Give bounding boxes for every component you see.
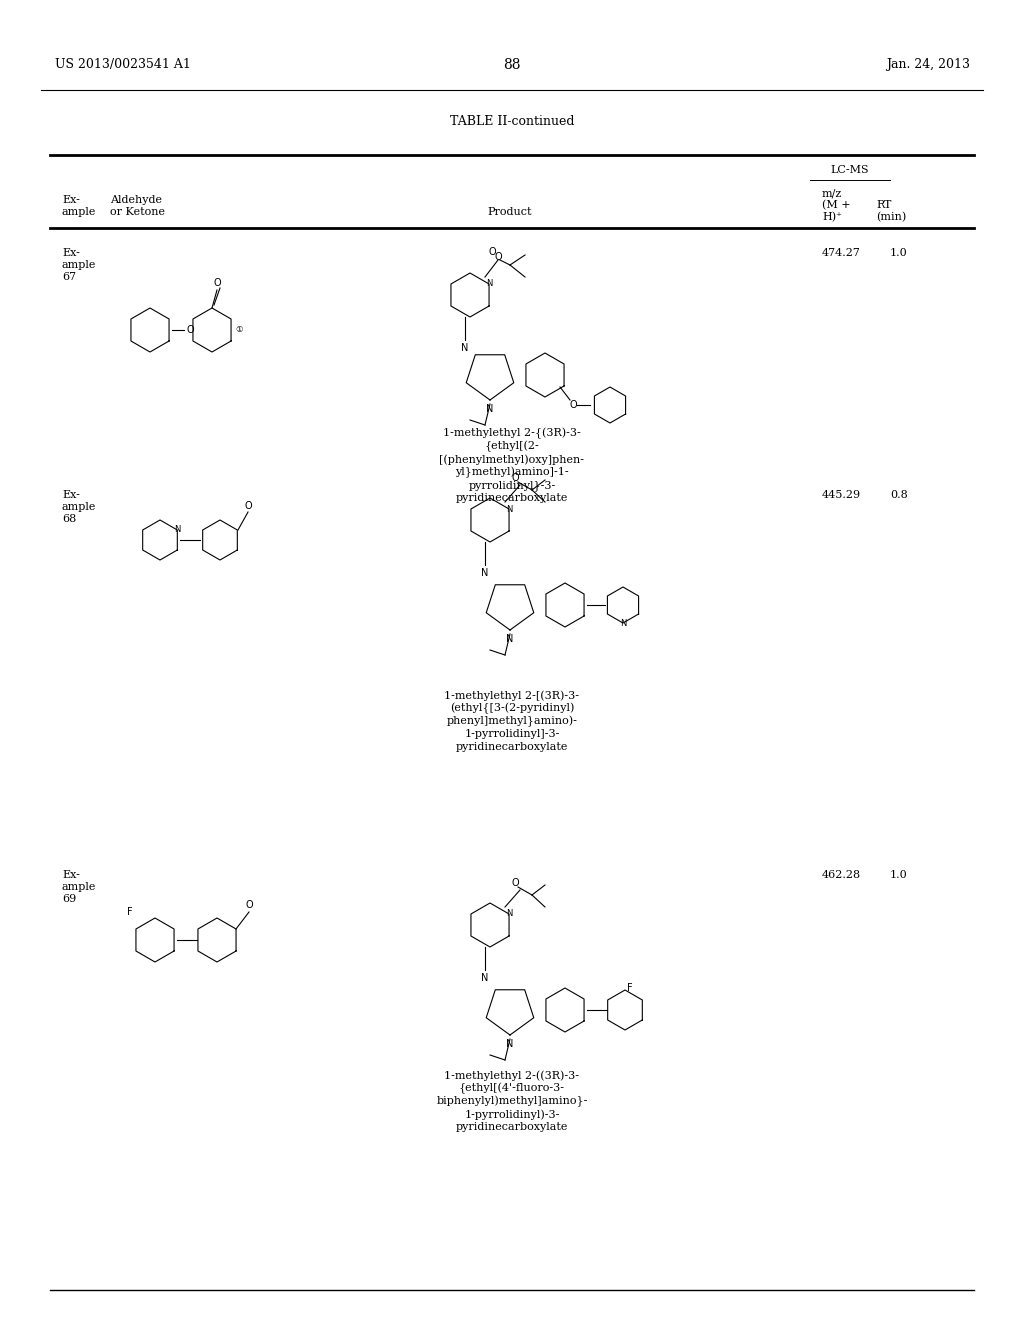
Text: Product: Product (487, 207, 532, 216)
Text: N: N (506, 634, 514, 644)
Text: [(phenylmethyl)oxy]phen-: [(phenylmethyl)oxy]phen- (439, 454, 585, 465)
Text: (M +: (M + (822, 201, 851, 210)
Text: N: N (481, 973, 488, 983)
Text: 1-methylethyl 2-{(3R)-3-: 1-methylethyl 2-{(3R)-3- (443, 428, 581, 440)
Text: N: N (506, 1039, 514, 1049)
Text: N: N (174, 525, 180, 535)
Text: yl}methyl)amino]-1-: yl}methyl)amino]-1- (456, 467, 568, 478)
Text: ample: ample (62, 502, 96, 512)
Text: 69: 69 (62, 894, 76, 904)
Text: US 2013/0023541 A1: US 2013/0023541 A1 (55, 58, 190, 71)
Text: {ethyl[(4'-fluoro-3-: {ethyl[(4'-fluoro-3- (459, 1082, 565, 1094)
Text: 1-methylethyl 2-((3R)-3-: 1-methylethyl 2-((3R)-3- (444, 1071, 580, 1081)
Text: O: O (569, 400, 577, 411)
Text: F: F (127, 907, 133, 917)
Text: 445.29: 445.29 (822, 490, 861, 500)
Text: O: O (245, 900, 253, 909)
Text: RT: RT (876, 201, 891, 210)
Text: 67: 67 (62, 272, 76, 282)
Text: 474.27: 474.27 (822, 248, 861, 257)
Text: N: N (620, 619, 627, 627)
Text: (min): (min) (876, 213, 906, 222)
Text: N: N (485, 280, 493, 289)
Text: Ex-: Ex- (62, 870, 80, 880)
Text: 1.0: 1.0 (890, 870, 907, 880)
Text: LC-MS: LC-MS (830, 165, 869, 176)
Text: N: N (506, 504, 512, 513)
Text: pyridinecarboxylate: pyridinecarboxylate (456, 492, 568, 503)
Text: biphenylyl)methyl]amino}-: biphenylyl)methyl]amino}- (436, 1096, 588, 1107)
Text: ample: ample (62, 207, 96, 216)
Text: O: O (511, 878, 519, 888)
Text: 1-methylethyl 2-[(3R)-3-: 1-methylethyl 2-[(3R)-3- (444, 690, 580, 701)
Text: 1.0: 1.0 (890, 248, 907, 257)
Text: 0.8: 0.8 (890, 490, 907, 500)
Text: N: N (486, 404, 494, 414)
Text: N: N (506, 909, 512, 919)
Text: pyridinecarboxylate: pyridinecarboxylate (456, 1122, 568, 1133)
Text: Ex-: Ex- (62, 195, 80, 205)
Text: O: O (495, 252, 502, 261)
Text: O: O (511, 473, 519, 483)
Text: ample: ample (62, 882, 96, 892)
Text: ①: ① (236, 326, 243, 334)
Text: O: O (186, 325, 194, 335)
Text: Aldehyde: Aldehyde (110, 195, 162, 205)
Text: 88: 88 (503, 58, 521, 73)
Text: pyridinecarboxylate: pyridinecarboxylate (456, 742, 568, 752)
Text: F: F (627, 983, 633, 993)
Text: phenyl]methyl}amino)-: phenyl]methyl}amino)- (446, 715, 578, 727)
Text: 462.28: 462.28 (822, 870, 861, 880)
Text: O: O (244, 502, 252, 511)
Text: N: N (462, 343, 469, 352)
Text: 68: 68 (62, 513, 76, 524)
Text: (ethyl{[3-(2-pyridinyl): (ethyl{[3-(2-pyridinyl) (450, 704, 574, 714)
Text: m/z: m/z (822, 187, 843, 198)
Text: {ethyl[(2-: {ethyl[(2- (484, 441, 540, 453)
Text: H)⁺: H)⁺ (822, 213, 842, 222)
Text: ample: ample (62, 260, 96, 271)
Text: TABLE II-continued: TABLE II-continued (450, 115, 574, 128)
Text: or Ketone: or Ketone (110, 207, 165, 216)
Text: O: O (213, 279, 221, 288)
Text: N: N (481, 568, 488, 578)
Text: pyrrolidinyl}-3-: pyrrolidinyl}-3- (468, 480, 556, 491)
Text: 1-pyrrolidinyl]-3-: 1-pyrrolidinyl]-3- (464, 729, 560, 739)
Text: 1-pyrrolidinyl)-3-: 1-pyrrolidinyl)-3- (464, 1109, 560, 1119)
Text: Jan. 24, 2013: Jan. 24, 2013 (886, 58, 970, 71)
Text: O: O (488, 247, 496, 257)
Text: Ex-: Ex- (62, 490, 80, 500)
Text: Ex-: Ex- (62, 248, 80, 257)
